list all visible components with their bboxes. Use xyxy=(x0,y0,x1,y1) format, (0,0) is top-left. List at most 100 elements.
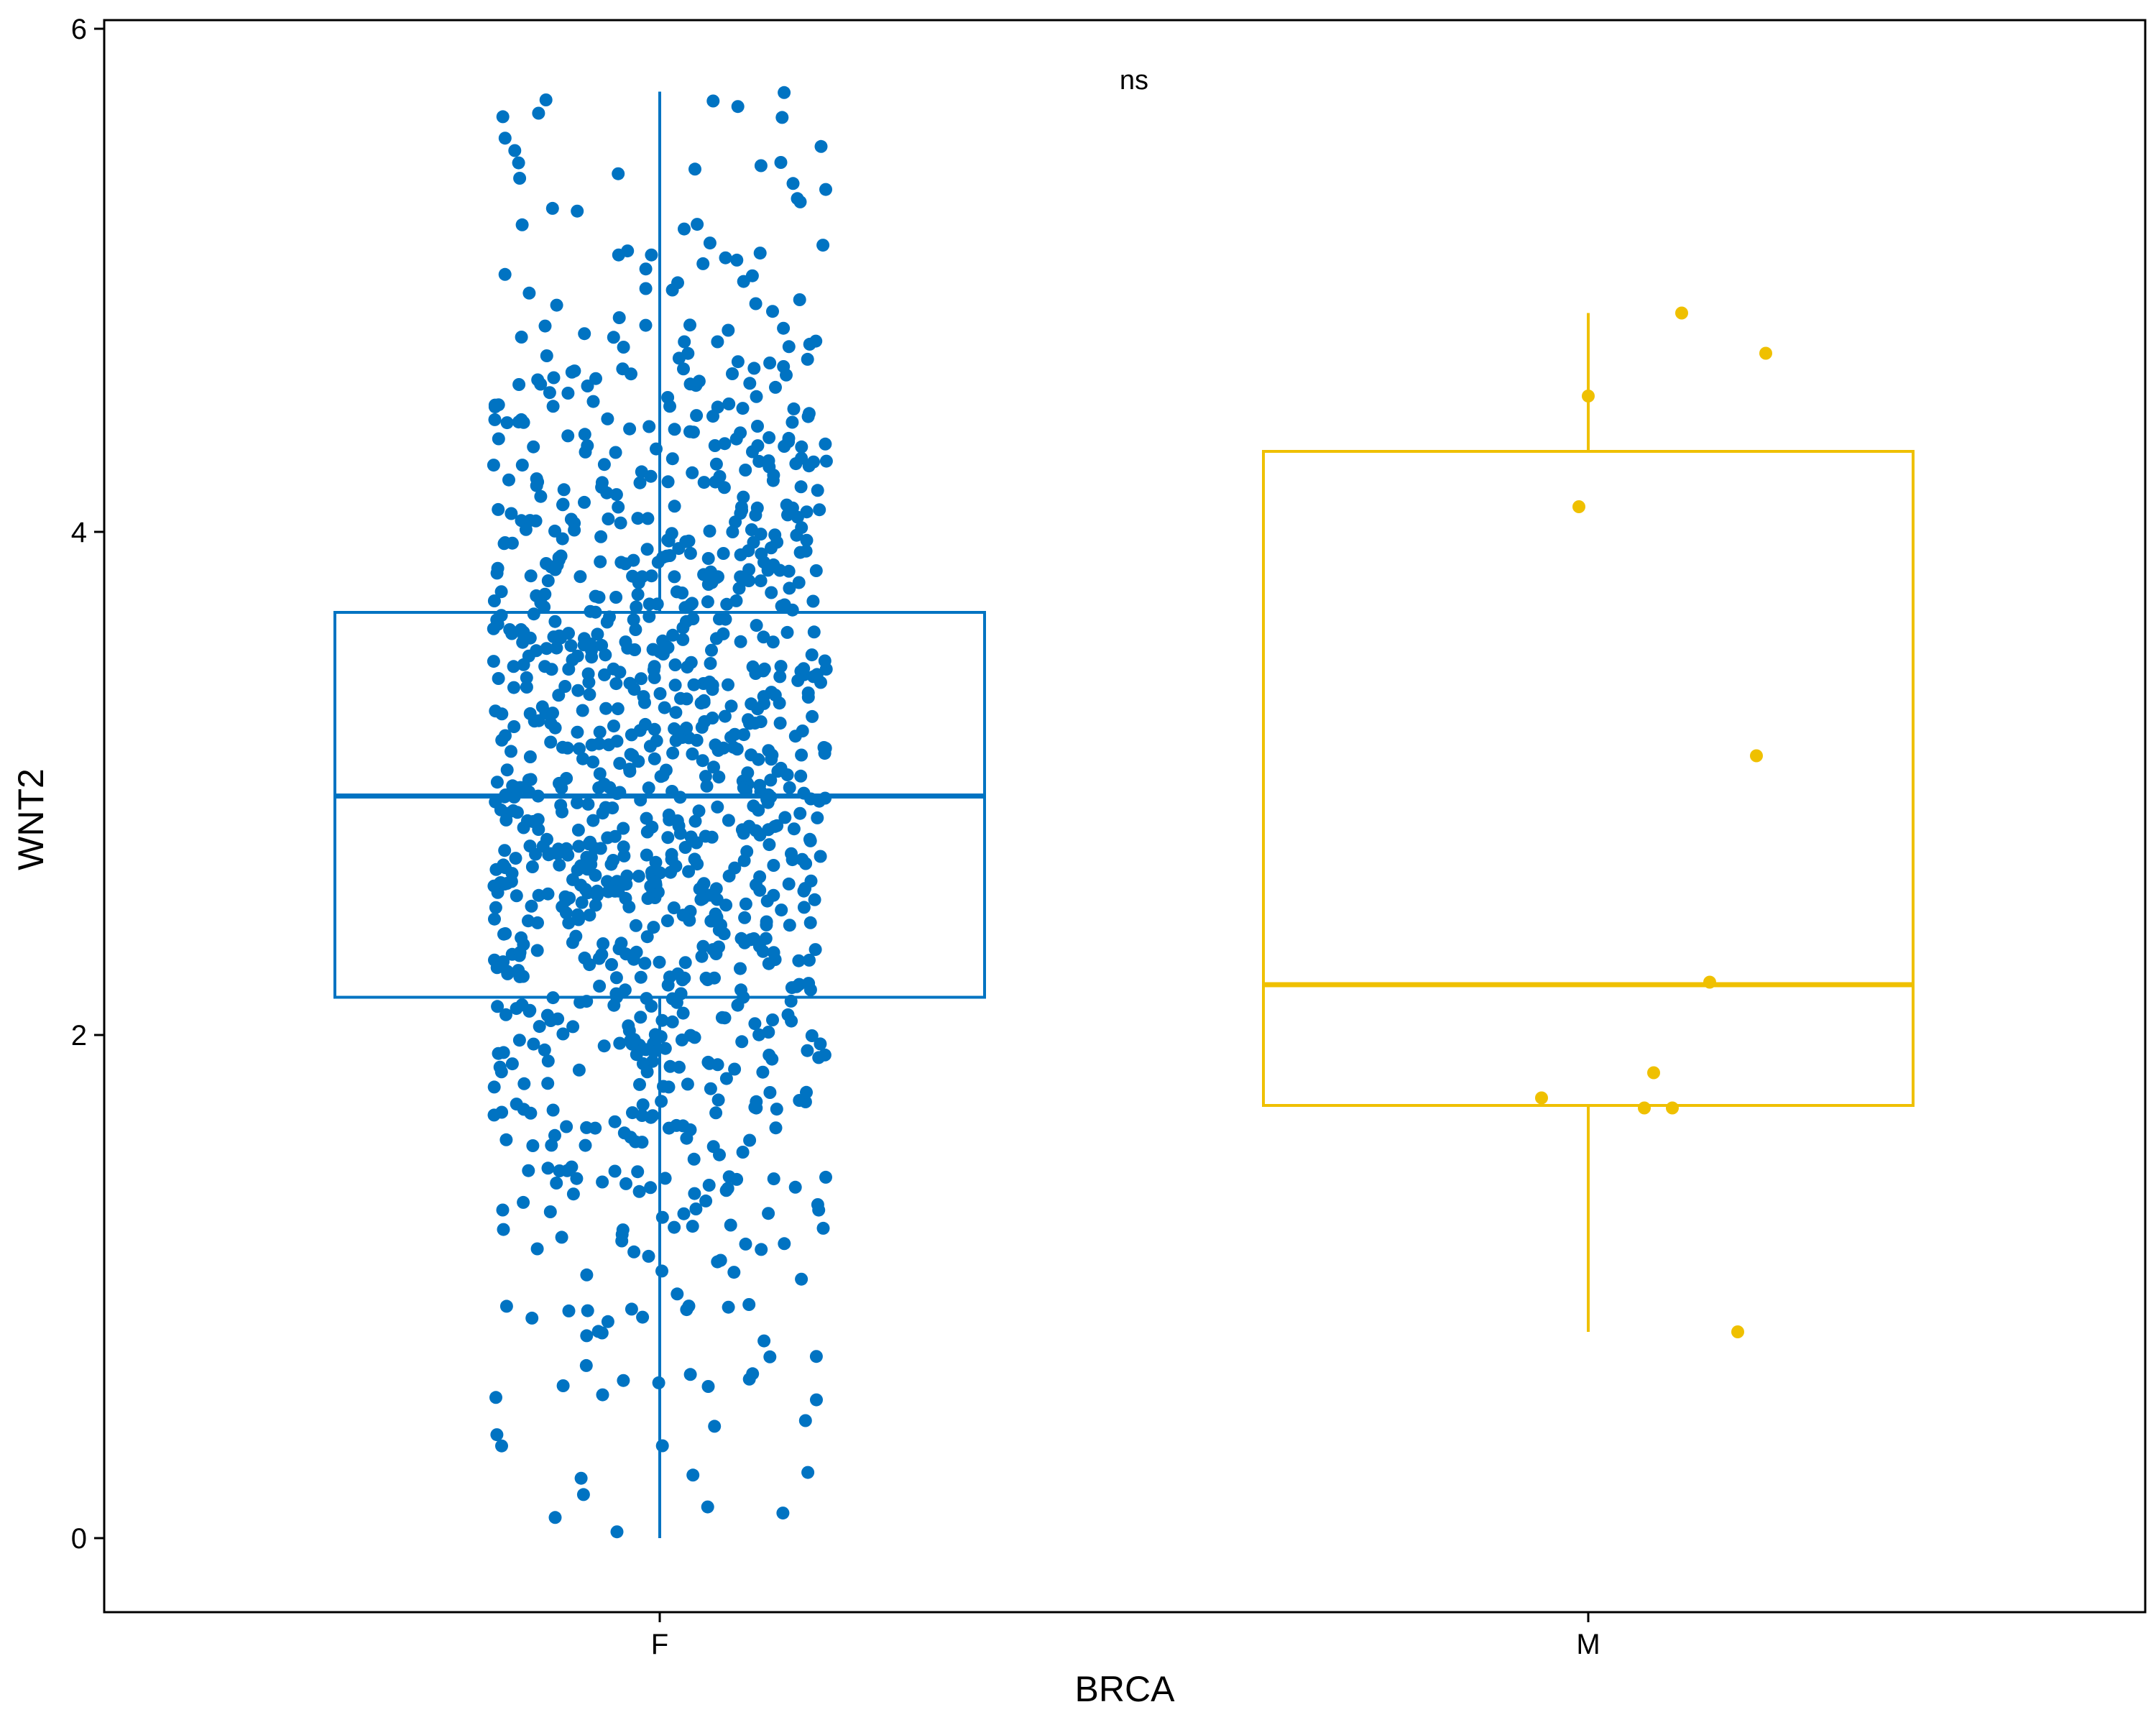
data-point-f xyxy=(512,964,525,978)
data-point-f xyxy=(753,247,767,260)
data-point-f xyxy=(802,977,816,990)
data-point-f xyxy=(676,1006,690,1020)
data-point-f xyxy=(581,1304,594,1317)
data-point-f xyxy=(819,454,833,468)
data-point-f xyxy=(555,781,568,795)
data-point-f xyxy=(631,1165,645,1179)
data-point-m xyxy=(1731,1325,1744,1338)
data-point-f xyxy=(757,662,771,676)
data-point-f xyxy=(745,697,758,711)
data-point-f xyxy=(661,391,675,404)
data-point-f xyxy=(808,893,821,906)
data-point-f xyxy=(562,916,576,930)
data-point-f xyxy=(571,863,584,877)
data-point-f xyxy=(766,1013,779,1026)
data-point-f xyxy=(499,813,513,827)
data-point-f xyxy=(712,924,726,937)
data-point-f xyxy=(787,402,801,415)
data-point-f xyxy=(553,858,566,872)
data-point-f xyxy=(572,913,585,926)
data-point-f xyxy=(579,1358,593,1372)
data-point-f xyxy=(593,767,607,781)
data-point-f xyxy=(585,650,599,664)
data-point-f xyxy=(611,702,625,716)
data-point-f xyxy=(596,1388,609,1402)
data-point-f xyxy=(802,407,816,420)
data-point-f xyxy=(719,251,732,264)
data-point-f xyxy=(751,439,765,453)
data-point-f xyxy=(664,865,678,879)
data-point-f xyxy=(703,236,717,250)
data-point-f xyxy=(609,446,622,459)
data-point-f xyxy=(500,965,514,978)
data-point-f xyxy=(510,781,523,794)
data-point-f xyxy=(526,1139,540,1152)
data-point-f xyxy=(708,1420,722,1433)
data-point-f xyxy=(788,1180,802,1194)
data-point-f xyxy=(512,1034,526,1047)
data-point-f xyxy=(726,525,740,538)
data-point-f xyxy=(625,1302,638,1316)
data-point-f xyxy=(757,1334,771,1348)
data-point-f xyxy=(706,1140,720,1154)
data-point-f xyxy=(498,878,512,891)
data-point-f xyxy=(609,488,623,502)
data-point-f xyxy=(581,380,594,392)
data-point-f xyxy=(640,1065,654,1079)
data-point-f xyxy=(795,440,808,454)
data-point-f xyxy=(541,574,555,587)
data-point-f xyxy=(571,796,584,809)
data-point-f xyxy=(609,971,623,985)
data-point-f xyxy=(510,1098,523,1111)
data-point-f xyxy=(736,402,750,415)
data-point-f xyxy=(706,410,719,423)
data-point-f xyxy=(581,439,594,453)
data-point-f xyxy=(498,267,512,281)
data-point-f xyxy=(786,415,799,429)
data-point-f xyxy=(765,686,778,699)
data-point-f xyxy=(651,886,665,899)
data-point-f xyxy=(571,204,584,218)
data-point-f xyxy=(600,486,614,500)
data-point-f xyxy=(617,341,630,354)
data-point-f xyxy=(798,1414,812,1427)
data-point-f xyxy=(557,483,571,497)
data-point-f xyxy=(642,420,656,433)
data-point-f xyxy=(739,464,752,477)
data-point-f xyxy=(790,980,803,993)
data-point-f xyxy=(731,100,745,114)
data-point-f xyxy=(520,681,533,694)
data-point-f xyxy=(806,594,820,608)
data-point-f xyxy=(722,1300,735,1314)
box-M xyxy=(1262,313,1915,1332)
data-point-f xyxy=(601,831,614,845)
data-point-f xyxy=(810,668,824,681)
data-point-f xyxy=(534,489,548,503)
data-point-f xyxy=(773,564,787,577)
data-point-f xyxy=(586,755,600,769)
data-point-f xyxy=(500,416,514,430)
data-point-f xyxy=(709,457,723,471)
data-point-f xyxy=(793,806,807,820)
data-point-f xyxy=(649,855,663,869)
data-point-f xyxy=(801,1466,815,1479)
data-point-f xyxy=(668,500,681,513)
y-tick-label: 4 xyxy=(71,517,87,548)
data-point-f xyxy=(490,566,504,580)
data-point-f xyxy=(629,919,642,932)
data-point-f xyxy=(586,395,600,408)
data-point-f xyxy=(593,980,607,993)
data-point-f xyxy=(487,459,500,472)
data-point-f xyxy=(730,1172,744,1186)
data-point-f xyxy=(767,1172,780,1186)
data-point-f xyxy=(709,1106,723,1120)
data-point-f xyxy=(686,1220,699,1233)
data-point-f xyxy=(763,431,776,444)
data-point-f xyxy=(622,1019,635,1033)
data-point-f xyxy=(566,1020,580,1034)
data-point-f xyxy=(513,172,527,185)
data-point-f xyxy=(818,654,831,668)
data-point-f xyxy=(803,953,816,967)
data-point-f xyxy=(684,656,698,669)
data-point-f xyxy=(763,356,777,369)
